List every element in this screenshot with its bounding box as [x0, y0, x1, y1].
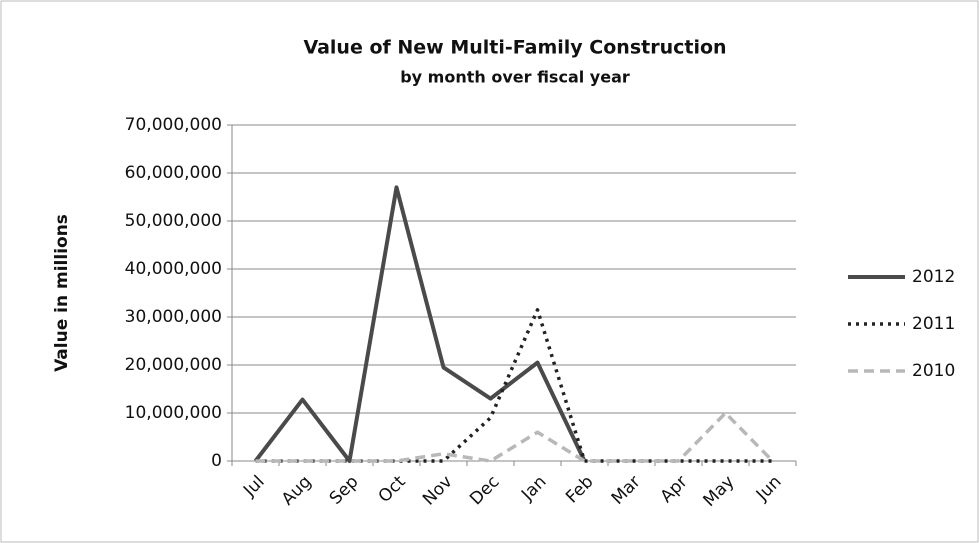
series-line [253, 185, 587, 463]
legend-label: 2011 [912, 314, 955, 334]
chart-title: Value of New Multi-Family Construction [303, 37, 726, 59]
y-tick-label: 30,000,000 [125, 307, 222, 327]
legend-label: 2010 [912, 361, 955, 381]
y-tick-label: 70,000,000 [125, 115, 222, 135]
y-tick-label: 10,000,000 [125, 403, 222, 423]
legend-label: 2012 [912, 267, 955, 287]
y-tick-label: 20,000,000 [125, 355, 222, 375]
y-tick-label: 50,000,000 [125, 211, 222, 231]
y-axis-title: Value in millions [52, 214, 72, 372]
chart-subtitle: by month over fiscal year [400, 68, 630, 87]
y-tick-label: 40,000,000 [125, 259, 222, 279]
y-tick-label: 60,000,000 [125, 163, 222, 183]
y-tick-label: 0 [211, 451, 222, 471]
series-line [255, 411, 774, 463]
